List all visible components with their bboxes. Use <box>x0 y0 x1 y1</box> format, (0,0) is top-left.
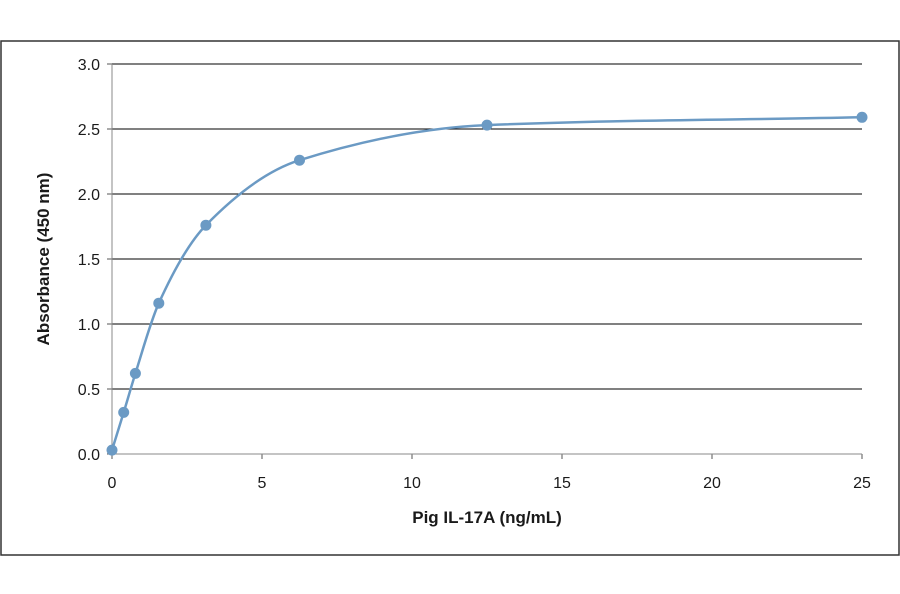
data-point <box>294 154 305 166</box>
x-tick-label: 10 <box>403 475 421 492</box>
y-tick-label: 0.0 <box>78 447 100 464</box>
data-point <box>129 367 141 379</box>
data-point <box>106 444 118 456</box>
data-point <box>856 111 868 123</box>
y-tick-label: 1.5 <box>78 252 100 269</box>
x-tick-label: 15 <box>553 475 571 492</box>
tick-labels: 0.0 0.5 1.0 1.5 2.0 2.5 3.0 0 5 10 15 20 25 <box>78 57 871 492</box>
x-axis-title: Pig IL-17A (ng/mL) <box>412 508 562 527</box>
x-tick-label: 25 <box>853 475 871 492</box>
x-tick-label: 20 <box>703 475 721 492</box>
data-point <box>481 119 493 131</box>
y-tick-label: 2.0 <box>78 187 100 204</box>
fit-curve <box>110 116 863 451</box>
y-axis-title: Absorbance (450 nm) <box>34 173 53 346</box>
y-tick-label: 0.5 <box>78 382 100 399</box>
x-tick-label: 5 <box>258 475 267 492</box>
fit-curve-layer <box>110 116 863 451</box>
data-points <box>106 111 868 456</box>
y-tick-label: 2.5 <box>78 122 100 139</box>
data-point <box>118 406 130 418</box>
y-tick-label: 3.0 <box>78 57 100 74</box>
y-tick-label: 1.0 <box>78 317 100 334</box>
x-tick-label: 0 <box>108 475 117 492</box>
data-point <box>200 219 212 231</box>
data-point <box>153 297 165 309</box>
